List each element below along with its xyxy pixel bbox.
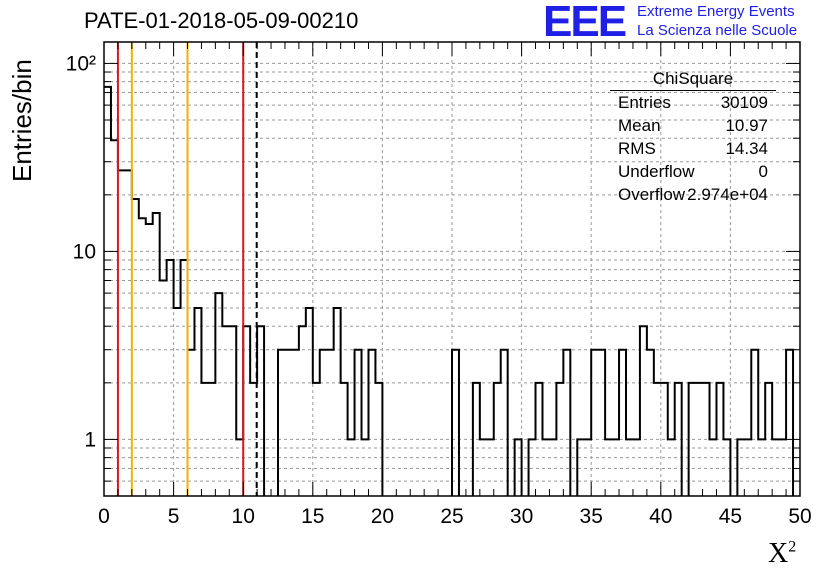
stats-value: 2.974e+04 xyxy=(687,185,768,204)
histogram-bar xyxy=(194,308,201,496)
stats-value: 30109 xyxy=(720,93,768,112)
x-tick-label: 15 xyxy=(301,505,324,528)
histogram-bar xyxy=(174,308,181,496)
histogram-bar xyxy=(257,326,264,496)
stats-key: Mean xyxy=(618,116,661,135)
y-tick-label: 1 xyxy=(84,428,96,451)
histogram-bar xyxy=(647,350,654,496)
stats-row-underflow: Underflow 0 xyxy=(610,160,776,183)
stats-key: Overflow xyxy=(618,185,686,204)
histogram-bar xyxy=(299,326,306,496)
stats-row-rms: RMS 14.34 xyxy=(610,137,776,160)
x-axis-label: X2 xyxy=(768,538,797,569)
histogram-bar xyxy=(118,170,125,496)
organization-text: Extreme Energy Events La Scienza nelle S… xyxy=(637,2,797,40)
histogram-bar xyxy=(640,326,647,496)
histogram-bar xyxy=(786,350,793,496)
histogram-bar xyxy=(563,350,570,496)
histogram-bar xyxy=(334,308,341,496)
stats-value: 14.34 xyxy=(725,139,768,158)
histogram-bar xyxy=(125,170,132,496)
stats-row-overflow: Overflow 2.974e+04 xyxy=(610,183,776,206)
x-tick-label: 35 xyxy=(580,505,603,528)
histogram-bar xyxy=(229,326,236,496)
histogram-bar xyxy=(132,199,139,496)
histogram-bar xyxy=(306,308,313,496)
x-tick-label: 0 xyxy=(98,505,110,528)
stats-key: RMS xyxy=(618,139,656,158)
organization-line-2: La Scienza nelle Scuole xyxy=(637,22,798,39)
stats-title: ChiSquare xyxy=(610,68,776,91)
histogram-bar xyxy=(160,281,167,496)
histogram-bar xyxy=(146,224,153,496)
x-tick-label: 30 xyxy=(510,505,533,528)
histogram-bar xyxy=(292,350,299,496)
histogram-bar xyxy=(167,260,174,496)
axis-ticks: 0 5 10 15 20 25 30 35 40 45 50 1 10 10² xyxy=(66,42,812,528)
histogram-bar xyxy=(591,350,598,496)
stats-value: 10.97 xyxy=(725,116,768,135)
organization-line-1: Extreme Energy Events xyxy=(637,3,795,20)
histogram-bar xyxy=(188,350,195,496)
histogram-bar xyxy=(501,350,508,496)
histogram-bar xyxy=(320,350,327,496)
histogram-bar xyxy=(619,350,626,496)
x-tick-label: 45 xyxy=(719,505,742,528)
x-tick-label: 40 xyxy=(649,505,672,528)
histogram-bar xyxy=(452,350,459,496)
histogram-bar xyxy=(751,350,758,496)
histogram-bar xyxy=(104,87,111,496)
histogram-bar xyxy=(327,350,334,496)
x-tick-label: 20 xyxy=(371,505,394,528)
stats-box: ChiSquare Entries 30109 Mean 10.97 RMS 1… xyxy=(610,68,776,206)
y-tick-label: 10 xyxy=(73,240,96,263)
histogram-bar xyxy=(181,260,188,496)
histogram-bar xyxy=(222,326,229,496)
x-tick-label: 10 xyxy=(232,505,255,528)
histogram-bar xyxy=(285,350,292,496)
y-tick-label: 10² xyxy=(66,52,96,75)
eee-logo: EEE xyxy=(543,0,627,46)
histogram-bar xyxy=(368,350,375,496)
histogram-bar xyxy=(153,213,160,496)
stats-row-mean: Mean 10.97 xyxy=(610,114,776,137)
histogram-outline xyxy=(104,85,795,496)
chart-title: PATE-01-2018-05-09-00210 xyxy=(84,8,359,33)
histogram-bar xyxy=(111,140,118,496)
cut-lines xyxy=(116,42,258,496)
stats-value: 0 xyxy=(758,162,768,181)
x-tick-label: 25 xyxy=(440,505,463,528)
stats-row-entries: Entries 30109 xyxy=(610,91,776,114)
histogram-bar xyxy=(355,350,362,496)
histogram-bar xyxy=(278,350,285,496)
stats-key: Entries xyxy=(618,93,671,112)
x-tick-label: 5 xyxy=(168,505,180,528)
histogram-bar xyxy=(598,350,605,496)
stats-key: Underflow xyxy=(618,162,695,181)
histogram-bar xyxy=(215,293,222,496)
x-tick-label: 50 xyxy=(788,505,811,528)
histogram-bar xyxy=(243,326,250,496)
